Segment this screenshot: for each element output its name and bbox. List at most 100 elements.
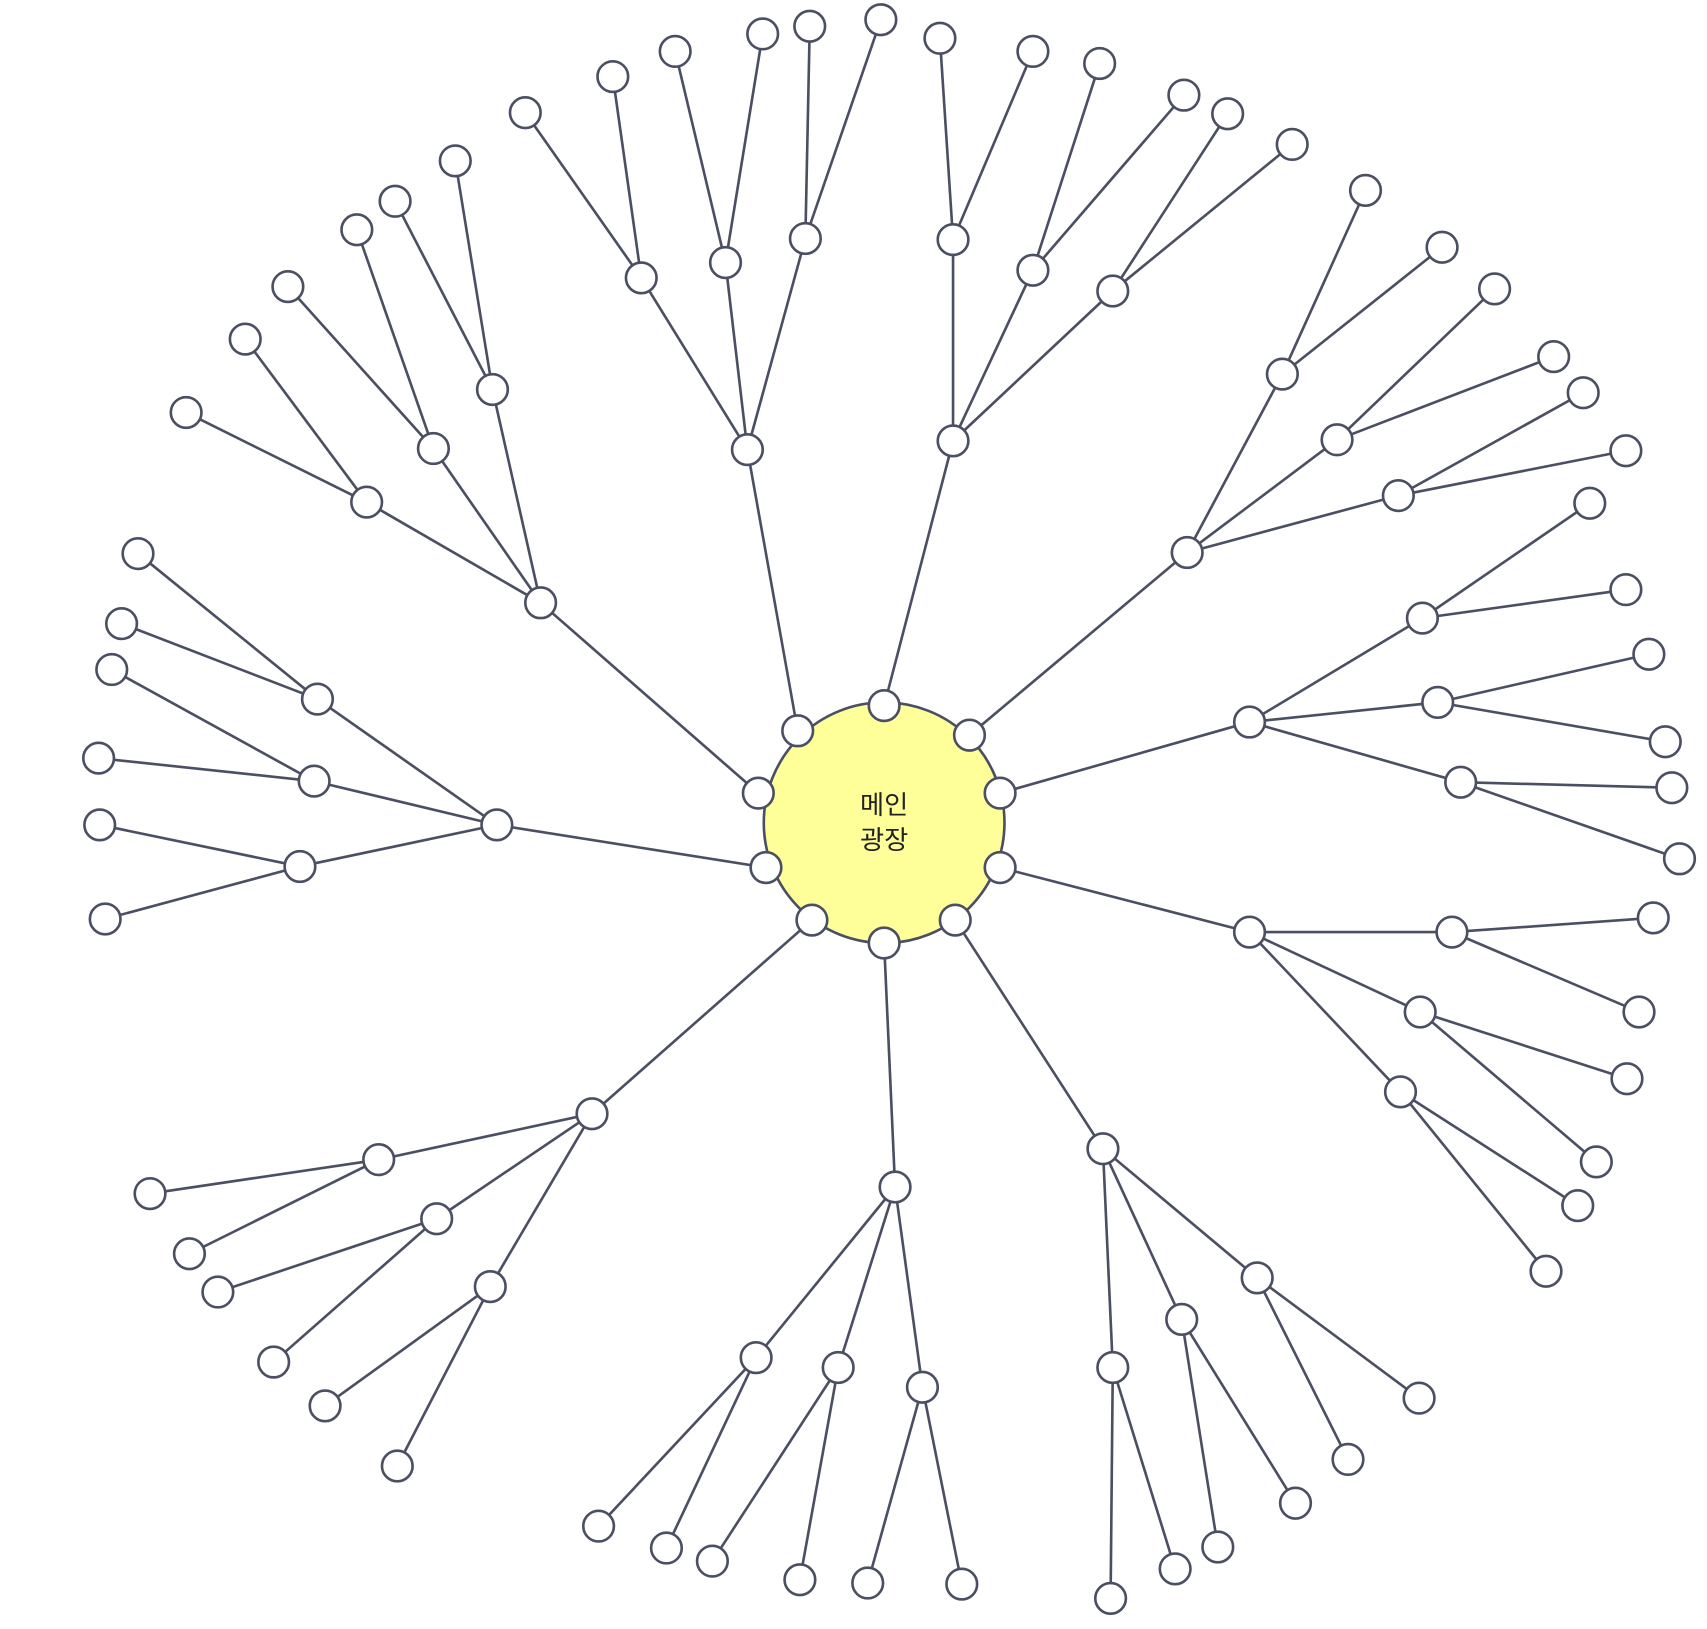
- leaf-node: [1425, 230, 1459, 264]
- edge: [1031, 63, 1101, 271]
- leaf-node: [378, 184, 412, 218]
- leaf-node: [438, 144, 472, 178]
- edge: [1102, 1147, 1259, 1279]
- leaf-node: [1622, 995, 1656, 1029]
- edge: [665, 1357, 758, 1549]
- leaf-node: [923, 21, 957, 55]
- leaf-node: [257, 1345, 291, 1379]
- branch-node: [297, 764, 331, 798]
- edge: [1111, 143, 1294, 293]
- edge: [1397, 391, 1584, 497]
- branch-node: [936, 222, 970, 257]
- edge: [432, 447, 542, 604]
- port-node: [952, 718, 987, 752]
- hub-node: [878, 1170, 912, 1204]
- edge: [366, 501, 542, 604]
- edge: [866, 1386, 924, 1584]
- branch-node: [905, 1370, 940, 1404]
- edge: [149, 1158, 379, 1195]
- edge: [1249, 701, 1438, 724]
- edge: [1419, 1010, 1598, 1163]
- leaf-node: [1348, 173, 1383, 207]
- edge: [1180, 1318, 1297, 1504]
- edges: [98, 19, 1680, 1599]
- hub-node: [575, 1097, 609, 1131]
- port-node: [867, 926, 901, 960]
- edge: [611, 76, 643, 279]
- edge: [640, 277, 749, 451]
- edge: [1186, 494, 1399, 554]
- hub-node: [1232, 705, 1267, 739]
- leaf-node: [695, 1544, 730, 1578]
- leaf-node: [1609, 434, 1643, 468]
- edge: [1460, 780, 1680, 861]
- edge: [724, 33, 764, 263]
- port-node: [749, 850, 783, 885]
- edge: [804, 19, 883, 239]
- edge: [1336, 355, 1555, 442]
- edge: [313, 779, 498, 827]
- branch-node: [1435, 915, 1469, 949]
- leaf-node: [271, 270, 305, 304]
- leaf-node: [1529, 1254, 1563, 1288]
- leaf-node: [380, 1449, 414, 1483]
- leaf-node: [340, 213, 374, 247]
- edge: [1111, 1367, 1177, 1570]
- edge: [746, 449, 799, 732]
- leaf-node: [945, 1567, 979, 1601]
- leaf-node: [308, 1389, 342, 1423]
- leaf-node: [133, 1176, 167, 1211]
- edge: [1281, 189, 1367, 375]
- leaf-node: [1561, 1188, 1595, 1223]
- edge: [1336, 287, 1496, 441]
- leaf-node: [1579, 1145, 1613, 1179]
- edge: [1421, 502, 1591, 620]
- leaf-node: [228, 322, 262, 356]
- branch-node: [1096, 274, 1130, 308]
- leaf-node: [1477, 272, 1512, 306]
- edge: [1437, 652, 1650, 704]
- leaf-node: [81, 741, 116, 775]
- center-label-line: 광장: [860, 826, 908, 856]
- leaf-node: [596, 59, 630, 94]
- edge: [104, 865, 301, 921]
- edge: [1248, 616, 1424, 724]
- leaf-node: [1211, 97, 1245, 131]
- leaf-node: [1158, 1552, 1192, 1586]
- leaf-node: [1083, 46, 1117, 81]
- edge: [938, 38, 955, 240]
- edge: [951, 50, 1035, 241]
- hub-node: [523, 586, 558, 620]
- branch-node: [350, 485, 384, 519]
- edge: [746, 238, 807, 450]
- edge: [1451, 930, 1640, 1014]
- leaf-node: [783, 1563, 817, 1597]
- edge: [724, 262, 749, 450]
- edge: [1398, 449, 1627, 497]
- leaf-node: [104, 606, 139, 641]
- branch-node: [1444, 765, 1478, 799]
- edge: [882, 440, 955, 706]
- edge: [1186, 438, 1338, 554]
- edge: [999, 866, 1250, 934]
- edge: [1031, 94, 1185, 272]
- edge: [316, 698, 498, 826]
- branch-node: [473, 1269, 507, 1304]
- edge: [435, 1112, 593, 1220]
- edge: [188, 1158, 380, 1255]
- edge: [1422, 588, 1627, 620]
- leaf-node: [508, 96, 542, 130]
- edge: [1451, 916, 1654, 934]
- edge: [836, 1186, 897, 1368]
- leaf-node: [1610, 1062, 1644, 1096]
- edge: [491, 389, 542, 604]
- leaf-node: [1201, 1530, 1235, 1564]
- edge: [1399, 1090, 1579, 1207]
- edge: [217, 1217, 438, 1294]
- edge: [804, 26, 812, 239]
- leaf-node: [793, 9, 827, 43]
- hub-node: [1086, 1132, 1120, 1166]
- branch-node: [420, 1202, 454, 1236]
- edge: [893, 1186, 924, 1388]
- edge: [378, 1112, 593, 1161]
